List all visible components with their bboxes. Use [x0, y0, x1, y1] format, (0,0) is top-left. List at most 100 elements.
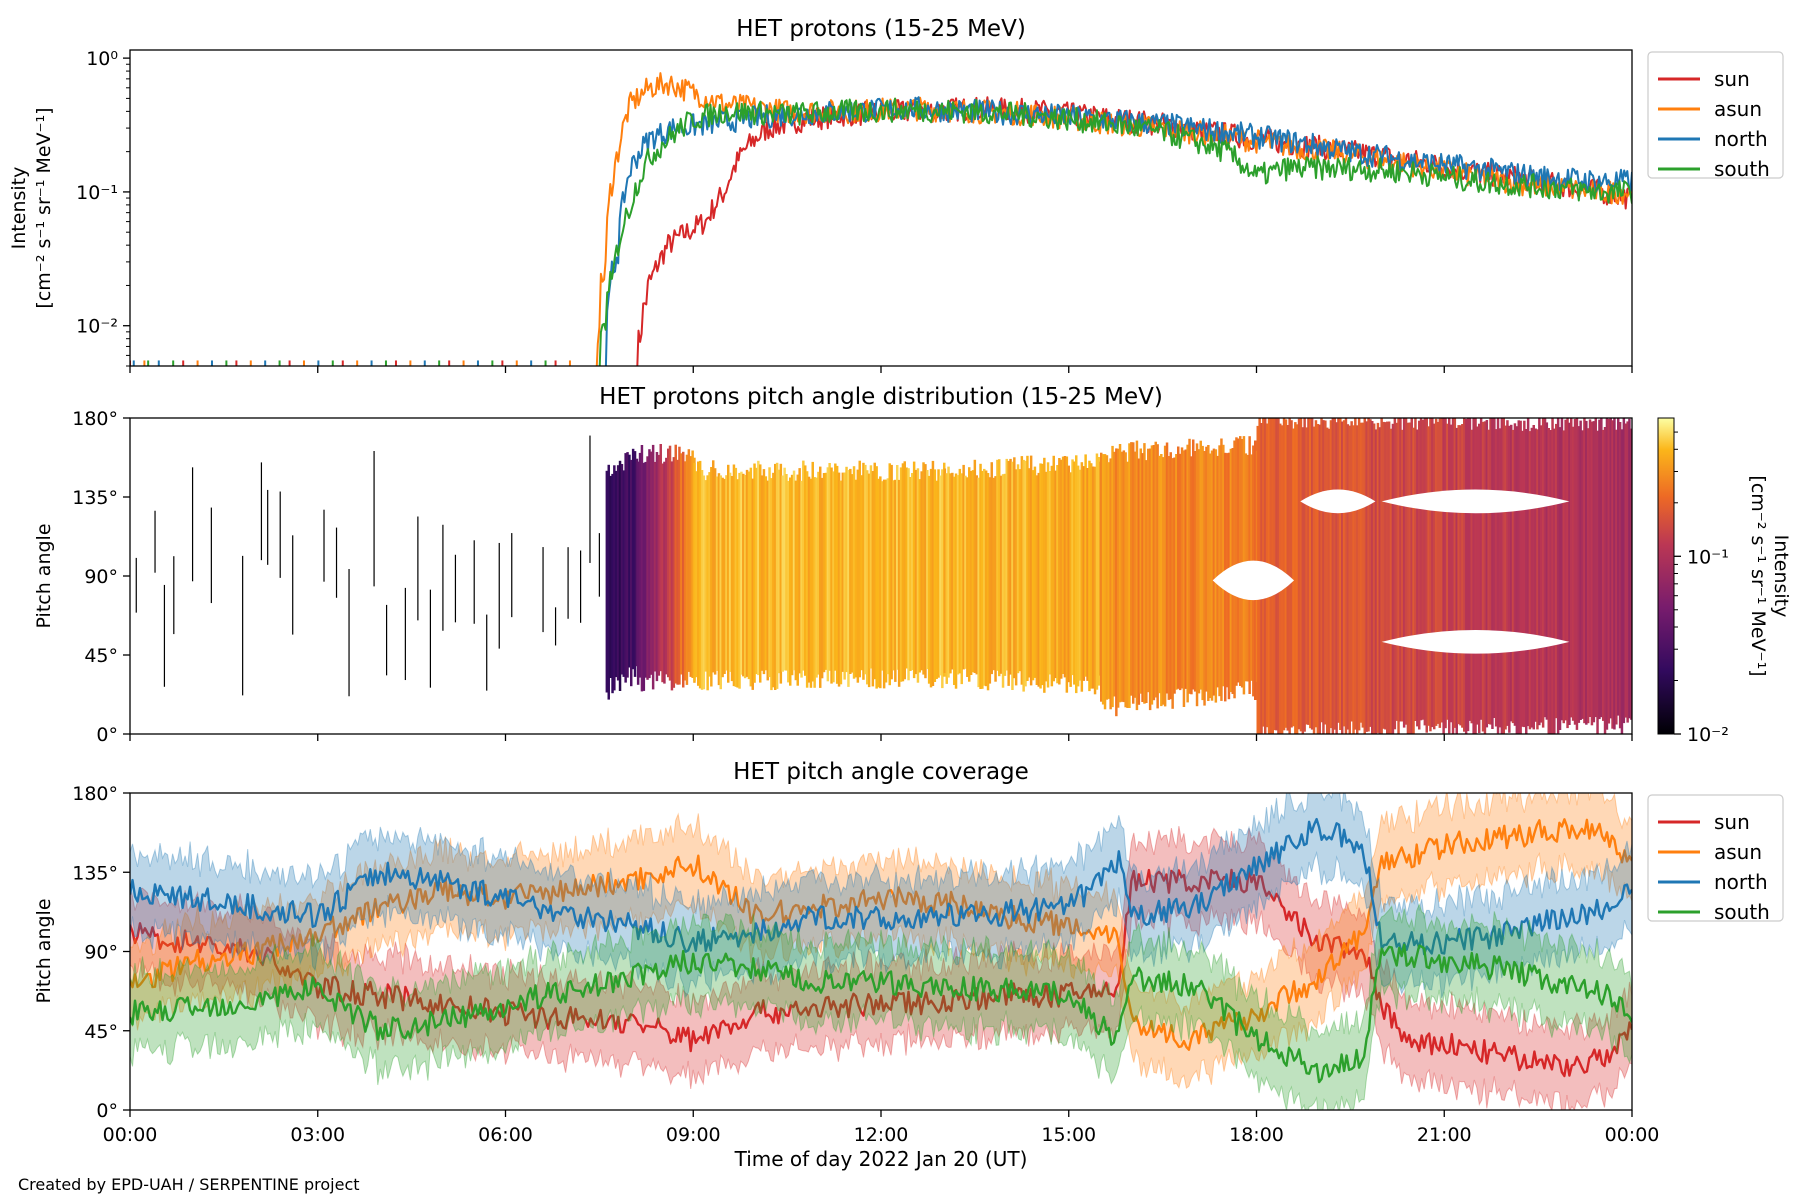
- pad-column: [1326, 427, 1329, 734]
- pad-column: [636, 461, 640, 685]
- pad-column: [1103, 454, 1107, 710]
- pad-column: [1555, 423, 1558, 719]
- pad-column: [1438, 418, 1442, 728]
- pad-column: [909, 477, 912, 671]
- pad-column: [1526, 418, 1530, 727]
- pad-column: [935, 480, 938, 679]
- pad-column: [1350, 421, 1353, 722]
- pad-column: [1491, 418, 1494, 729]
- pad-column: [851, 474, 854, 673]
- pad-column: [706, 475, 709, 691]
- pad-column: [1372, 423, 1376, 734]
- pad-column: [1560, 418, 1564, 721]
- pad-column: [772, 472, 775, 688]
- pad-column: [1210, 450, 1214, 701]
- pad-column: [1016, 464, 1020, 674]
- pad-column: [1406, 422, 1410, 734]
- pad-column: [1549, 430, 1552, 734]
- pad-column: [813, 477, 816, 688]
- panel3-x-axis: 00:00 03:00 06:00 09:00 12:00 15:00 18:00 21:00…: [103, 1110, 1659, 1146]
- coverage-gap: [1381, 489, 1570, 514]
- panel-pitch-angle-coverage: HET pitch angle coverage 0° 45° 90° 135° 180…: [33, 759, 1784, 1171]
- pad-column: [888, 463, 891, 686]
- pad-column: [1095, 453, 1099, 690]
- pad-column: [605, 470, 609, 693]
- pad-column: [1312, 426, 1316, 734]
- pad-column: [1165, 442, 1169, 694]
- pad-column: [871, 471, 875, 687]
- pad-column: [1431, 418, 1434, 728]
- pad-column: [820, 477, 824, 679]
- pad-column: [685, 454, 689, 685]
- pad-column: [1543, 418, 1547, 718]
- pad-column: [1107, 462, 1111, 699]
- pad-column: [1342, 420, 1346, 727]
- pad-column: [775, 462, 779, 689]
- pad-column: [894, 479, 897, 682]
- pad-column: [774, 463, 777, 690]
- pad-column: [719, 475, 722, 690]
- pad-column: [1363, 418, 1366, 734]
- pad-column: [1382, 421, 1385, 729]
- pad-column: [1237, 438, 1240, 683]
- pad-column: [683, 461, 687, 681]
- pad-column: [1316, 424, 1320, 734]
- pad-column: [1376, 422, 1380, 733]
- pad-column: [693, 462, 696, 682]
- coverage-band-south: [130, 902, 1632, 1110]
- pad-column: [1093, 466, 1097, 695]
- pad-column: [1586, 428, 1590, 724]
- pad-column: [1448, 418, 1451, 734]
- pad-column: [1453, 418, 1457, 728]
- panel2-ylabel: Pitch angle: [33, 523, 55, 628]
- pad-column: [1585, 420, 1588, 725]
- pad-column: [1216, 455, 1219, 688]
- pad-column: [1139, 448, 1142, 694]
- pad-column: [996, 459, 999, 671]
- pad-column: [999, 475, 1003, 674]
- pad-column: [1041, 463, 1044, 686]
- pad-column: [796, 474, 799, 686]
- pad-column: [749, 467, 753, 687]
- pad-column: [1327, 428, 1331, 734]
- pad-column: [926, 470, 929, 670]
- pad-column: [1391, 423, 1395, 734]
- legend-label-asun: asun: [1714, 840, 1762, 864]
- pad-column: [1402, 418, 1406, 728]
- pad-column: [1208, 453, 1212, 699]
- pad-column: [1551, 418, 1554, 734]
- pad-column: [905, 467, 908, 669]
- pad-column: [1592, 421, 1596, 723]
- legend-label-south: south: [1714, 900, 1770, 924]
- pad-column: [856, 469, 860, 683]
- panel1-title: HET protons (15-25 MeV): [736, 16, 1026, 42]
- x-axis-label: Time of day 2022 Jan 20 (UT): [734, 1147, 1028, 1171]
- pad-column: [994, 476, 997, 682]
- pad-column: [1483, 421, 1487, 734]
- pad-column: [1018, 469, 1022, 672]
- pad-column: [884, 479, 888, 683]
- pad-column: [1571, 426, 1575, 721]
- pad-column: [1080, 462, 1084, 692]
- pad-column: [834, 463, 837, 671]
- pad-column: [1384, 422, 1387, 730]
- pad-column: [680, 453, 683, 675]
- pad-column: [728, 472, 732, 672]
- pad-column: [1220, 438, 1223, 701]
- pad-column: [1603, 427, 1607, 734]
- pad-column: [1320, 418, 1323, 723]
- panel2-x-ticks: [129, 734, 1633, 741]
- credit-text: Created by EPD-UAH / SERPENTINE project: [18, 1175, 360, 1194]
- pad-column: [622, 470, 625, 677]
- pad-column: [1090, 463, 1093, 689]
- legend-label-sun: sun: [1714, 67, 1750, 91]
- pad-column: [1322, 420, 1325, 734]
- pad-column: [1145, 460, 1148, 703]
- series-line-sun: [636, 96, 1632, 366]
- pad-column: [1292, 428, 1295, 727]
- pad-column: [1581, 430, 1584, 719]
- pad-column: [1028, 468, 1031, 678]
- pad-column: [1620, 429, 1624, 734]
- pad-column: [945, 473, 948, 684]
- pad-column: [933, 469, 937, 682]
